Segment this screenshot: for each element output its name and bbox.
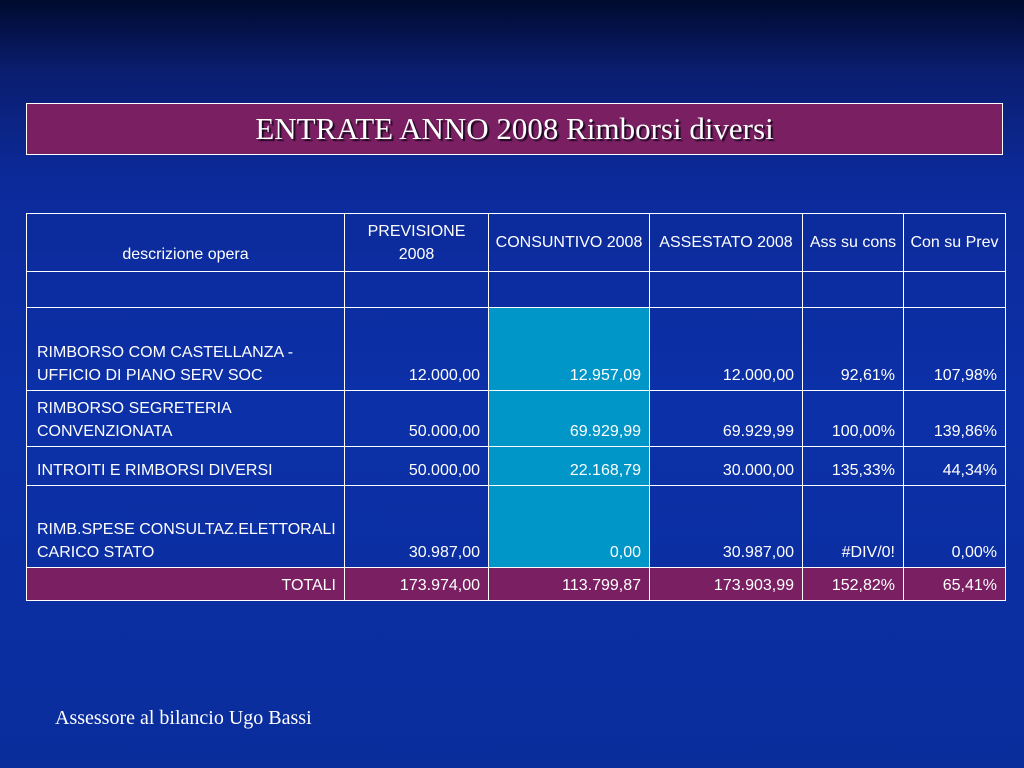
row-consuntivo: 22.168,79 [488,446,650,486]
row-ass-su-cons: #DIV/0! [802,485,904,568]
row-descrizione: INTROITI E RIMBORSI DIVERSI [26,446,345,486]
row-previsione: 50.000,00 [344,446,489,486]
row-con-su-prev: 139,86% [903,390,1006,447]
header-descrizione: descrizione opera [26,213,345,272]
empty-cell [802,271,904,308]
row-con-su-prev: 44,34% [903,446,1006,486]
table-row: RIMB.SPESE CONSULTAZ.ELETTORALI CARICO S… [26,485,1006,568]
totals-assestato: 173.903,99 [649,567,803,601]
row-consuntivo: 12.957,09 [488,307,650,391]
revenue-table: descrizione opera PREVISIONE 2008 CONSUN… [26,213,1006,601]
empty-cell [344,271,489,308]
row-descrizione: RIMBORSO SEGRETERIA CONVENZIONATA [26,390,345,447]
row-assestato: 30.987,00 [649,485,803,568]
totals-previsione: 173.974,00 [344,567,489,601]
row-con-su-prev: 0,00% [903,485,1006,568]
header-ass-su-cons: Ass su cons [802,213,904,272]
page-title: ENTRATE ANNO 2008 Rimborsi diversi [255,111,774,146]
row-previsione: 50.000,00 [344,390,489,447]
empty-cell [649,271,803,308]
table-row: RIMBORSO SEGRETERIA CONVENZIONATA 50.000… [26,390,1006,447]
totals-label: TOTALI [26,567,345,601]
totals-con-su-prev: 65,41% [903,567,1006,601]
empty-row [26,271,1006,308]
header-assestato: ASSESTATO 2008 [649,213,803,272]
row-con-su-prev: 107,98% [903,307,1006,391]
row-previsione: 30.987,00 [344,485,489,568]
row-ass-su-cons: 100,00% [802,390,904,447]
row-consuntivo: 0,00 [488,485,650,568]
header-previsione: PREVISIONE 2008 [344,213,489,272]
empty-cell [26,271,345,308]
row-ass-su-cons: 92,61% [802,307,904,391]
table-row: RIMBORSO COM CASTELLANZA - UFFICIO DI PI… [26,307,1006,391]
row-assestato: 12.000,00 [649,307,803,391]
table-row: INTROITI E RIMBORSI DIVERSI 50.000,00 22… [26,446,1006,486]
row-ass-su-cons: 135,33% [802,446,904,486]
empty-cell [488,271,650,308]
totals-row: TOTALI 173.974,00 113.799,87 173.903,99 … [26,567,1006,601]
header-consuntivo: CONSUNTIVO 2008 [488,213,650,272]
empty-cell [903,271,1006,308]
row-descrizione: RIMBORSO COM CASTELLANZA - UFFICIO DI PI… [26,307,345,391]
row-assestato: 69.929,99 [649,390,803,447]
row-previsione: 12.000,00 [344,307,489,391]
totals-consuntivo: 113.799,87 [488,567,650,601]
footer-credit: Assessore al bilancio Ugo Bassi [55,707,312,729]
table-header-row: descrizione opera PREVISIONE 2008 CONSUN… [26,213,1006,272]
row-consuntivo: 69.929,99 [488,390,650,447]
row-descrizione: RIMB.SPESE CONSULTAZ.ELETTORALI CARICO S… [26,485,345,568]
row-assestato: 30.000,00 [649,446,803,486]
totals-ass-su-cons: 152,82% [802,567,904,601]
header-con-su-prev: Con su Prev [903,213,1006,272]
title-banner: ENTRATE ANNO 2008 Rimborsi diversi [26,103,1003,155]
